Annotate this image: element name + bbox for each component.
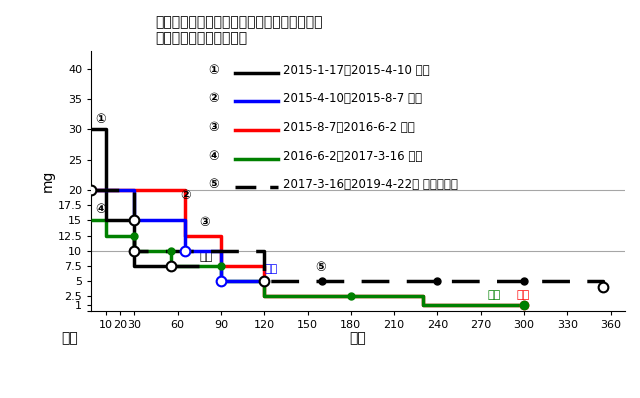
Text: 2015-1-17～2015-4-10 再発: 2015-1-17～2015-4-10 再発 <box>284 64 430 76</box>
Text: ③: ③ <box>209 121 220 134</box>
Text: ④: ④ <box>95 203 106 216</box>
Text: 再発: 再発 <box>200 252 212 261</box>
Text: ④: ④ <box>209 150 220 163</box>
Text: ②: ② <box>180 189 191 202</box>
Text: ①: ① <box>95 113 106 126</box>
Text: 日数: 日数 <box>349 332 367 346</box>
Text: 再発: 再発 <box>264 264 278 274</box>
Y-axis label: mg: mg <box>40 170 54 192</box>
Text: ⑤: ⑤ <box>209 178 220 191</box>
Text: 2015-8-7～2016-6-2 再発: 2015-8-7～2016-6-2 再発 <box>284 121 415 134</box>
Text: ステロイド（プレドニン：プレドニゾロン）
減量（減薬）による経過: ステロイド（プレドニン：プレドニゾロン） 減量（減薬）による経過 <box>156 15 323 45</box>
Text: ①: ① <box>209 64 220 76</box>
Text: ⑤: ⑤ <box>315 261 325 274</box>
Text: 2015-4-10～2015-8-7 再発: 2015-4-10～2015-8-7 再発 <box>284 92 422 105</box>
Text: 再発: 再発 <box>516 291 530 300</box>
Text: 開始: 開始 <box>61 332 78 346</box>
Text: 再発: 再発 <box>488 291 501 300</box>
Text: ③: ③ <box>200 217 210 230</box>
Text: ②: ② <box>209 92 220 105</box>
Text: 2016-6-2～2017-3-16 再発: 2016-6-2～2017-3-16 再発 <box>284 150 422 163</box>
Text: 2017-3-16～2019-4-22～ 現在に至る: 2017-3-16～2019-4-22～ 現在に至る <box>284 178 458 191</box>
